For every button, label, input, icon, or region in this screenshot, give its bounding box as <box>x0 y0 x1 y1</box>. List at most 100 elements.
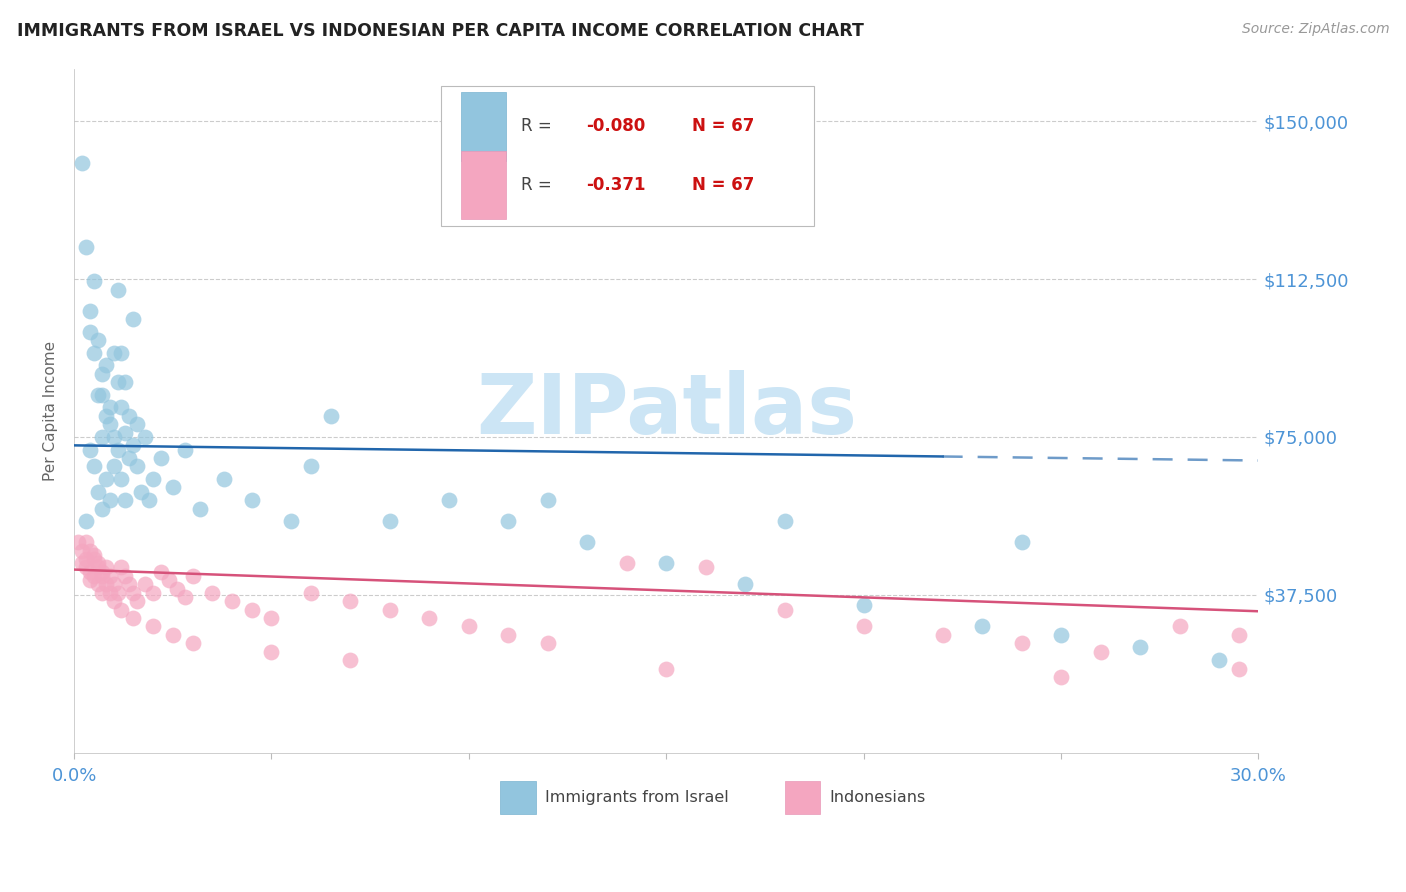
Point <box>852 599 875 613</box>
Point <box>94 577 117 591</box>
Point <box>655 661 678 675</box>
Point <box>75 514 97 528</box>
Point <box>129 484 152 499</box>
Point <box>83 548 105 562</box>
Point <box>118 409 141 423</box>
Point <box>162 628 184 642</box>
Point <box>173 590 195 604</box>
Point <box>118 450 141 465</box>
Point <box>127 594 149 608</box>
Point <box>138 493 160 508</box>
Text: R =: R = <box>520 118 551 136</box>
Point <box>67 535 90 549</box>
Point <box>98 569 121 583</box>
Point <box>773 602 796 616</box>
Point <box>142 472 165 486</box>
Point <box>1011 535 1033 549</box>
Point <box>114 425 136 440</box>
Point <box>79 543 101 558</box>
Point <box>110 472 132 486</box>
Text: -0.371: -0.371 <box>586 176 645 194</box>
Point <box>103 459 125 474</box>
Point <box>142 586 165 600</box>
Point <box>190 501 212 516</box>
Point <box>107 375 129 389</box>
Point <box>98 417 121 432</box>
Point <box>1050 670 1073 684</box>
Point <box>537 636 560 650</box>
Point <box>122 312 145 326</box>
Point <box>94 359 117 373</box>
Point <box>94 409 117 423</box>
Point <box>378 602 401 616</box>
Text: IMMIGRANTS FROM ISRAEL VS INDONESIAN PER CAPITA INCOME CORRELATION CHART: IMMIGRANTS FROM ISRAEL VS INDONESIAN PER… <box>17 22 863 40</box>
Point <box>79 573 101 587</box>
Point <box>201 586 224 600</box>
Point <box>114 493 136 508</box>
Point <box>122 586 145 600</box>
Point <box>87 577 110 591</box>
Point <box>1168 619 1191 633</box>
Point <box>162 480 184 494</box>
Point <box>616 556 638 570</box>
Point <box>118 577 141 591</box>
Point <box>75 240 97 254</box>
Point <box>110 401 132 415</box>
Point <box>852 619 875 633</box>
Point <box>90 586 112 600</box>
Point <box>90 430 112 444</box>
Point <box>122 611 145 625</box>
Point <box>83 552 105 566</box>
Point <box>655 556 678 570</box>
Point <box>1011 636 1033 650</box>
Point <box>107 442 129 457</box>
Point <box>103 345 125 359</box>
Text: -0.080: -0.080 <box>586 118 645 136</box>
FancyBboxPatch shape <box>785 781 820 814</box>
Point <box>240 602 263 616</box>
Text: R =: R = <box>520 176 551 194</box>
FancyBboxPatch shape <box>461 92 506 161</box>
Point <box>931 628 953 642</box>
Point <box>75 552 97 566</box>
Point <box>149 565 172 579</box>
Text: N = 67: N = 67 <box>692 118 755 136</box>
Point <box>299 459 322 474</box>
Point <box>75 560 97 574</box>
Point <box>98 493 121 508</box>
Point <box>83 459 105 474</box>
Point <box>734 577 756 591</box>
Point <box>70 556 93 570</box>
Point <box>90 388 112 402</box>
Point <box>107 283 129 297</box>
Point <box>378 514 401 528</box>
Point <box>94 560 117 574</box>
Point <box>90 569 112 583</box>
Point <box>98 586 121 600</box>
Point <box>107 586 129 600</box>
Point <box>418 611 440 625</box>
FancyBboxPatch shape <box>461 151 506 219</box>
Point <box>773 514 796 528</box>
Point <box>157 573 180 587</box>
Point <box>498 628 520 642</box>
Point <box>90 565 112 579</box>
Point <box>260 645 283 659</box>
Point <box>181 636 204 650</box>
Point <box>498 514 520 528</box>
Point <box>1050 628 1073 642</box>
Point <box>240 493 263 508</box>
Point <box>122 438 145 452</box>
Point <box>1227 661 1250 675</box>
Point <box>127 459 149 474</box>
Point <box>90 367 112 381</box>
Point <box>212 472 235 486</box>
Point <box>127 417 149 432</box>
Point <box>457 619 479 633</box>
FancyBboxPatch shape <box>441 86 814 226</box>
Point <box>103 594 125 608</box>
Point <box>87 333 110 347</box>
Point <box>972 619 994 633</box>
Point <box>1129 640 1152 655</box>
Point <box>695 560 717 574</box>
